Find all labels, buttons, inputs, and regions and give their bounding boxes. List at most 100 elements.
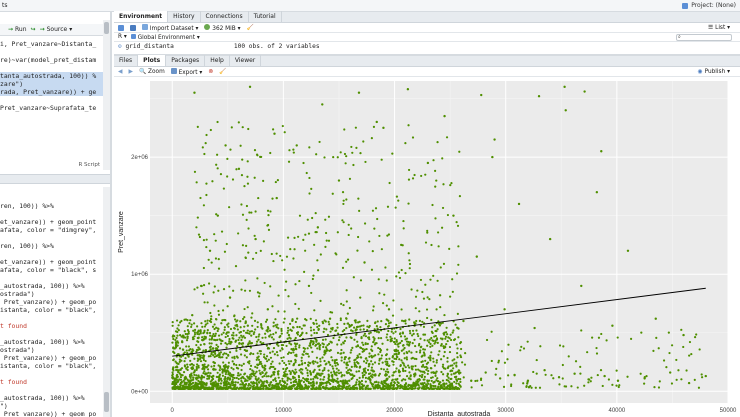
forward-arrow-icon[interactable]: ▶: [128, 68, 133, 75]
scatter-point: [445, 136, 449, 139]
scatter-point: [201, 336, 204, 339]
memory-indicator[interactable]: 362 MiB ▾: [204, 23, 241, 32]
scatter-point: [196, 387, 199, 390]
scatter-point: [366, 325, 369, 328]
plot-canvas[interactable]: 0 10000 20000 30000 40000 50000 0e+00 1e+06 2e+0…: [114, 77, 740, 417]
y-tick-label: 2e+06: [131, 155, 149, 161]
remove-plot-icon[interactable]: ⊗: [208, 68, 214, 75]
scatter-point: [385, 279, 388, 282]
scatter-point: [448, 345, 452, 349]
console-scroll-thumb[interactable]: [104, 392, 109, 412]
scatter-point: [398, 332, 402, 336]
source-button[interactable]: → Source ▾: [40, 26, 73, 33]
scatter-point: [441, 363, 445, 366]
scatter-point: [426, 372, 429, 375]
tab-history[interactable]: History: [168, 11, 201, 22]
scatter-point: [303, 361, 307, 365]
scatter-point: [356, 340, 359, 343]
scatter-point: [441, 321, 444, 324]
scatter-point: [355, 365, 358, 369]
tab-packages[interactable]: Packages: [166, 55, 206, 66]
save-icon[interactable]: [130, 24, 136, 31]
scatter-point: [239, 330, 243, 334]
open-folder-icon[interactable]: [118, 24, 124, 31]
run-button[interactable]: → Run: [8, 26, 27, 33]
project-menu[interactable]: Project: (None): [682, 2, 736, 9]
scatter-point: [195, 348, 199, 352]
scatter-point: [434, 334, 438, 338]
scatter-point: [418, 374, 422, 377]
scatter-point: [379, 387, 383, 390]
scatter-point: [570, 385, 573, 388]
rerun-button[interactable]: ↪: [31, 26, 36, 33]
scatter-point: [420, 345, 423, 348]
code-line: i, Pret_vanzare~Distanta_: [0, 40, 97, 48]
scatter-point: [216, 120, 219, 124]
env-search-input[interactable]: ⌕: [676, 34, 732, 41]
scatter-point: [291, 369, 294, 372]
scatter-point: [451, 359, 454, 362]
scatter-point: [375, 325, 378, 328]
export-button[interactable]: Export ▾: [170, 67, 202, 76]
scatter-point: [404, 272, 407, 275]
back-arrow-icon[interactable]: ◀: [118, 68, 123, 75]
scatter-point: [340, 359, 343, 362]
editor-scrollbar[interactable]: [103, 20, 110, 170]
scatter-point: [261, 371, 264, 374]
env-object-row[interactable]: ⊙ grid_distanta 100 obs. of 2 variables: [114, 42, 740, 51]
scatter-point: [306, 218, 309, 221]
publish-button[interactable]: ◉ Publish ▾: [697, 68, 730, 75]
tab-plots[interactable]: Plots: [138, 55, 167, 66]
zoom-icon: 🔍: [138, 68, 147, 75]
scatter-point: [186, 351, 189, 355]
scatter-point: [558, 383, 561, 386]
scatter-point: [408, 341, 412, 344]
scatter-point: [214, 257, 218, 260]
broom-icon[interactable]: 🧹: [246, 24, 254, 31]
scatter-point: [351, 151, 354, 154]
import-dataset-button[interactable]: Import Dataset ▾: [142, 23, 198, 32]
scatter-point: [340, 343, 343, 346]
scatter-point: [335, 379, 338, 383]
scatter-point: [308, 344, 311, 347]
scatter-point: [420, 174, 423, 178]
scatter-point: [269, 365, 272, 368]
scatter-point: [418, 351, 422, 354]
scatter-point: [404, 382, 408, 385]
scatter-point: [241, 381, 244, 384]
editor-scroll-thumb[interactable]: [104, 22, 109, 34]
tab-tutorial[interactable]: Tutorial: [249, 11, 282, 22]
zoom-button[interactable]: 🔍 Zoom: [139, 69, 165, 75]
list-view-button[interactable]: ☰ List ▾: [708, 24, 730, 31]
scatter-point: [224, 382, 228, 385]
scatter-point: [367, 377, 371, 380]
tab-viewer[interactable]: Viewer: [230, 55, 262, 66]
scatter-point: [428, 338, 431, 341]
tab-files[interactable]: Files: [114, 55, 139, 66]
environment-pane: Environment History Connections Tutorial…: [114, 11, 740, 56]
tab-help[interactable]: Help: [205, 55, 230, 66]
scatter-point: [410, 334, 414, 337]
scatter-point: [217, 379, 221, 382]
console-scrollbar[interactable]: [103, 187, 110, 417]
tab-environment[interactable]: Environment: [114, 11, 169, 22]
scatter-point: [315, 231, 318, 234]
scatter-point: [526, 379, 530, 382]
scatter-point: [358, 325, 362, 328]
scatter-point: [249, 367, 252, 371]
scatter-point: [372, 336, 375, 339]
scatter-point: [507, 343, 510, 346]
scatter-point: [330, 356, 333, 359]
scatter-point: [371, 209, 375, 212]
scatter-point: [453, 358, 456, 361]
tab-connections[interactable]: Connections: [201, 11, 249, 22]
scatter-point: [275, 196, 278, 200]
clear-plots-broom-icon[interactable]: 🧹: [219, 68, 227, 75]
r-language-select[interactable]: R ▾: [118, 34, 127, 40]
global-env-select[interactable]: Global Environment ▾: [130, 33, 200, 41]
scatter-point: [388, 364, 391, 367]
scatter-point: [174, 338, 177, 342]
scatter-point: [370, 383, 374, 386]
scatter-point: [421, 386, 424, 389]
scatter-point: [358, 376, 361, 379]
